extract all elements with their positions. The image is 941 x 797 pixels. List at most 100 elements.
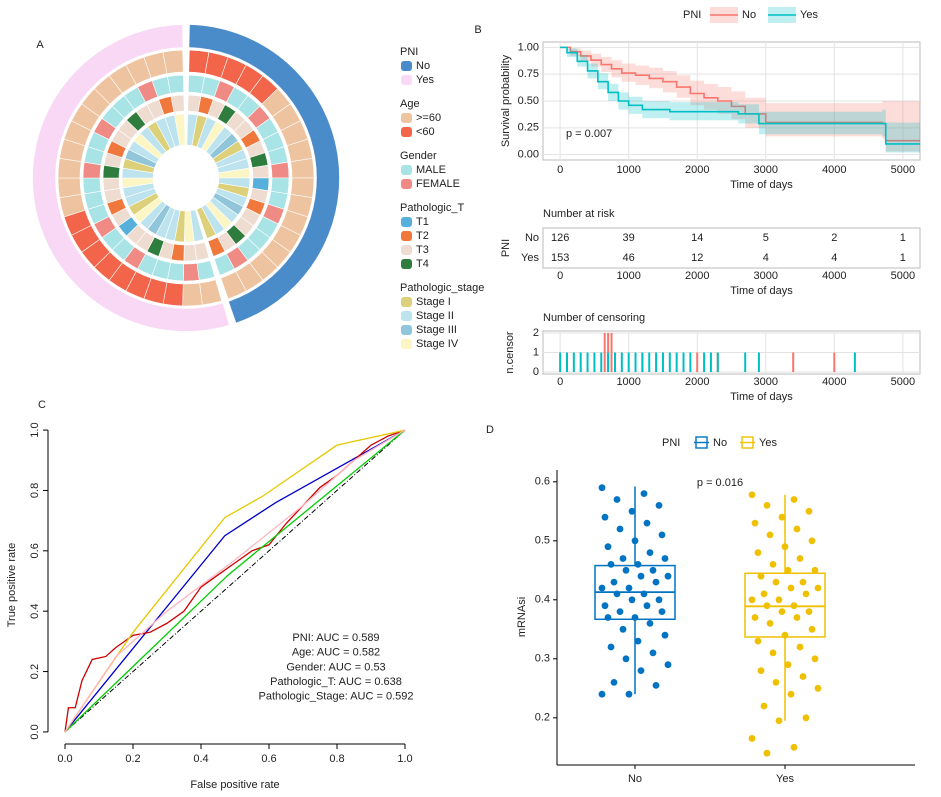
ring-segment [82, 177, 102, 195]
legend-title: PNI [662, 437, 680, 449]
x-tick-label: 1000 [616, 164, 640, 176]
x-tick-label: 2000 [685, 164, 709, 176]
data-point [757, 667, 765, 674]
risk-count: 5 [763, 232, 769, 244]
data-point [649, 649, 657, 657]
legend-key [401, 245, 412, 255]
panel-label: C [38, 399, 46, 411]
legend-label: Gender: AUC = 0.53 [286, 661, 385, 673]
data-point [769, 649, 777, 657]
data-point [805, 608, 813, 615]
y-tick-label: 0 [533, 366, 539, 378]
legend-key [401, 127, 412, 137]
ring-segment [162, 49, 184, 75]
x-tick-label: 4000 [822, 376, 846, 388]
data-point [619, 625, 627, 633]
data-point [790, 743, 798, 751]
legend-label: T3 [416, 244, 429, 256]
x-axis-title: Time of days [730, 179, 793, 191]
data-point [796, 643, 804, 651]
x-tick-label: 5000 [891, 376, 915, 388]
confidence-band [560, 47, 920, 153]
data-point [814, 684, 822, 692]
data-point [778, 608, 786, 615]
data-point [652, 578, 660, 586]
legend-key [401, 259, 412, 269]
ring-segment [290, 157, 315, 179]
y-tick-label: 0.6 [535, 476, 550, 488]
ring-segment [167, 74, 185, 94]
legend-label: No [416, 60, 430, 72]
data-point [637, 572, 645, 580]
ring-segment [251, 164, 270, 179]
risk-count: 1 [900, 252, 906, 264]
data-point [790, 496, 798, 503]
data-point [658, 531, 666, 539]
data-point [643, 602, 651, 610]
data-point [619, 555, 627, 562]
x-tick-label: 1000 [616, 270, 640, 282]
legend-label: T2 [416, 230, 429, 242]
ring-segment [213, 253, 235, 276]
data-point [781, 543, 789, 551]
row-label: No [525, 232, 539, 244]
legend-key [401, 217, 412, 227]
legend-label: Pathologic_Stage: AUC = 0.592 [258, 691, 413, 703]
data-point [637, 667, 645, 674]
legend-title: Age [400, 98, 420, 110]
data-point [748, 596, 756, 604]
data-point [775, 717, 783, 725]
data-point [664, 572, 672, 580]
panel-label: B [474, 24, 481, 36]
risk-count: 1 [900, 232, 906, 244]
y-tick-label: 0.0 [29, 724, 41, 739]
data-point [751, 519, 759, 527]
x-tick-label: 3000 [754, 270, 778, 282]
data-point [598, 484, 606, 492]
legend-key [401, 325, 412, 335]
data-point [754, 637, 762, 645]
ring-segment [57, 177, 82, 199]
legend-key [401, 113, 412, 123]
data-point [814, 584, 822, 592]
legend-key [401, 231, 412, 241]
data-point [772, 679, 780, 686]
x-tick-label: 0 [557, 270, 563, 282]
data-point [772, 578, 780, 586]
y-tick-label: 0.75 [518, 68, 539, 80]
x-tick-label: 5000 [891, 164, 915, 176]
table-title: Number at risk [543, 208, 615, 220]
table-panel [542, 227, 921, 269]
risk-count: 4 [763, 252, 769, 264]
y-tick-label: 1.00 [518, 41, 539, 53]
data-point [616, 608, 624, 615]
data-point [649, 566, 657, 574]
x-tick-label: 1.0 [397, 753, 412, 765]
y-tick-label: 0.00 [518, 149, 539, 161]
data-point [598, 690, 606, 698]
legend-title: Gender [400, 150, 437, 162]
data-point [610, 679, 618, 686]
data-point [790, 602, 798, 610]
data-point [793, 525, 801, 533]
x-tick-label: 0.6 [261, 753, 276, 765]
data-point [808, 537, 816, 545]
data-point [625, 584, 633, 592]
x-tick-label: 0 [557, 164, 563, 176]
data-point [598, 584, 606, 592]
ring-segment [270, 161, 290, 179]
ring-segment [315, 154, 340, 179]
ring-segment [183, 244, 197, 262]
data-point [778, 513, 786, 521]
risk-count: 12 [691, 252, 703, 264]
x-tick-label: 3000 [754, 376, 778, 388]
data-point [763, 602, 771, 610]
data-point [799, 578, 807, 586]
risk-count: 4 [831, 252, 837, 264]
y-axis-title: Survival probability [500, 54, 512, 147]
x-tick-label: 5000 [891, 270, 915, 282]
x-tick-label: 4000 [822, 164, 846, 176]
legend-label: Age: AUC = 0.582 [292, 647, 380, 659]
data-point [661, 555, 669, 562]
data-point [607, 643, 615, 651]
